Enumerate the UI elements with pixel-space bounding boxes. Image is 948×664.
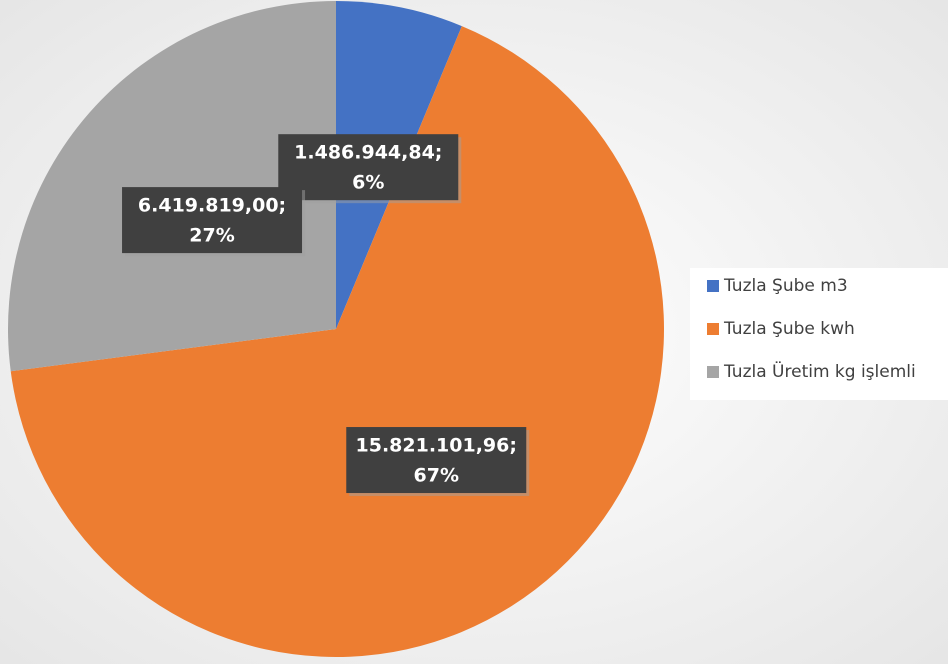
legend-box bbox=[690, 268, 948, 400]
legend-swatch bbox=[707, 323, 719, 335]
legend: Tuzla Şube m3 Tuzla Şube kwh Tuzla Üretim … bbox=[707, 276, 916, 382]
data-label-box bbox=[122, 187, 303, 254]
data-label-box bbox=[346, 427, 527, 494]
data-label: 6% bbox=[352, 172, 384, 194]
data-label: 67% bbox=[414, 465, 459, 487]
pie-slice bbox=[10, 26, 664, 658]
data-label: 15.821.101,96; bbox=[356, 435, 517, 457]
pie-slice bbox=[7, 1, 336, 372]
data-labels: 1.486.944,84; 6% 15.821.101,96; 67% 6.419.81… bbox=[122, 134, 530, 497]
legend-swatch bbox=[707, 280, 719, 292]
legend-label: Tuzla Şube m3 bbox=[723, 276, 848, 296]
data-label: 6.419.819,00; bbox=[138, 195, 286, 217]
data-label: 1.486.944,84; bbox=[294, 142, 442, 164]
legend-label: Tuzla Üretim kg işlemli bbox=[723, 360, 916, 382]
pie bbox=[7, 1, 664, 658]
data-label: 27% bbox=[189, 225, 234, 247]
legend-label: Tuzla Şube kwh bbox=[723, 319, 855, 339]
data-label-box bbox=[278, 134, 459, 201]
legend-swatch bbox=[707, 366, 719, 378]
